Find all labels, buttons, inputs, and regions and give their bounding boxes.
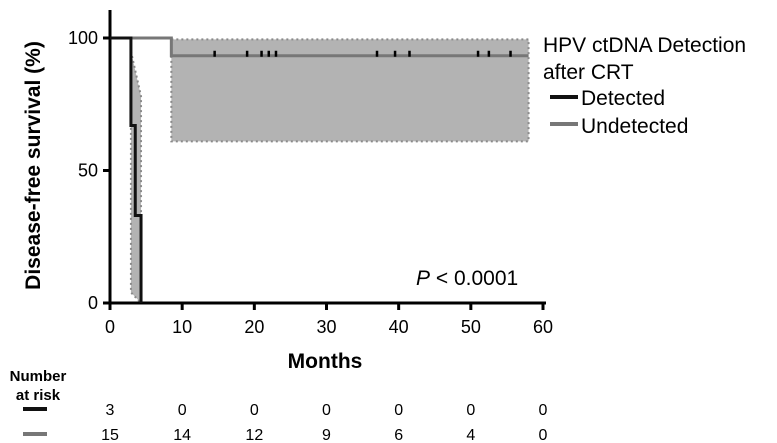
- censor-marks: [213, 50, 512, 57]
- risk-value: 4: [466, 427, 475, 443]
- legend-title-line2: after CRT: [543, 61, 634, 84]
- risk-table-header-line1: Number: [10, 368, 67, 385]
- x-ticks: 0 10 20 30 40 50 60: [105, 303, 553, 337]
- legend-label-detected: Detected: [581, 87, 665, 110]
- survival-line-undetected: [110, 36, 529, 58]
- legend-label-undetected: Undetected: [581, 115, 688, 138]
- x-tick-label: 50: [461, 317, 481, 337]
- p-value-text: < 0.0001: [430, 267, 518, 290]
- x-tick-label: 60: [533, 317, 553, 337]
- y-axis-label: Disease-free survival (%): [22, 41, 45, 290]
- risk-value: 15: [101, 427, 119, 443]
- axes: 0 50 100 0 10 20 30 40 50 60: [68, 10, 553, 337]
- risk-value: 6: [394, 427, 403, 443]
- risk-value: 0: [466, 402, 475, 419]
- risk-value: 12: [245, 427, 263, 443]
- y-tick-label: 50: [78, 161, 98, 181]
- x-tick-label: 40: [389, 317, 409, 337]
- y-tick-label: 0: [88, 293, 98, 313]
- survival-curves: [110, 36, 529, 303]
- risk-value: 14: [173, 427, 191, 443]
- risk-value: 0: [539, 427, 548, 443]
- x-tick-label: 30: [316, 317, 336, 337]
- x-tick-label: 10: [172, 317, 192, 337]
- ci-band-undetected: [170, 38, 530, 143]
- risk-value: 0: [178, 402, 187, 419]
- p-value-symbol: P: [416, 267, 430, 290]
- risk-value: 0: [394, 402, 403, 419]
- risk-value: 3: [106, 402, 115, 419]
- y-ticks: 0 50 100: [68, 28, 110, 313]
- x-tick-label: 0: [105, 317, 115, 337]
- risk-value: 0: [322, 402, 331, 419]
- risk-value: 9: [322, 427, 331, 443]
- risk-table-header-line2: at risk: [16, 387, 61, 404]
- x-tick-label: 20: [244, 317, 264, 337]
- survival-line-detected: [110, 36, 143, 303]
- y-tick-label: 100: [68, 28, 98, 48]
- legend-title-line1: HPV ctDNA Detection: [543, 34, 746, 57]
- risk-table-values: 3 0 0 0 0 0 0 15 14 12 9 6 4 0: [101, 402, 547, 443]
- p-value-annotation: P < 0.0001: [416, 267, 518, 290]
- confidence-bands: [129, 38, 530, 306]
- x-axis-label: Months: [288, 350, 363, 373]
- risk-value: 0: [539, 402, 548, 419]
- risk-value: 0: [250, 402, 259, 419]
